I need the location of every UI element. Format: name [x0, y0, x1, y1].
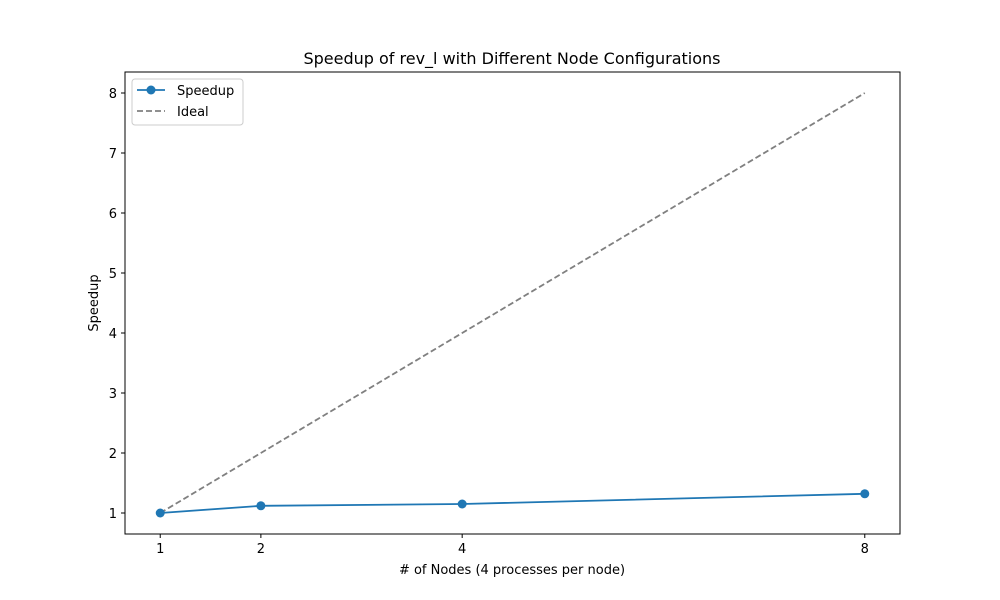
x-tick-label: 4	[458, 542, 466, 557]
plot-lines	[155, 92, 870, 518]
y-tick-label: 3	[109, 387, 117, 402]
series-line-speedup	[160, 492, 865, 514]
y-axis-label: Speedup	[87, 274, 102, 331]
x-axis-label: # of Nodes (4 processes per node)	[399, 563, 625, 578]
chart-title: Speedup of rev_l with Different Node Con…	[303, 49, 720, 69]
x-tick-label: 1	[156, 542, 164, 557]
data-point-speedup	[457, 499, 467, 509]
y-tick-label: 8	[109, 87, 117, 102]
x-tick-label: 8	[861, 542, 869, 557]
plot-frame	[124, 71, 901, 535]
y-tick-label: 5	[109, 267, 117, 282]
legend: Speedup Ideal	[131, 78, 244, 126]
legend-speedup-marker-icon	[146, 85, 156, 95]
legend-ideal-label: Ideal	[177, 105, 209, 120]
x-axis-ticks: 1 2 4 8	[156, 534, 869, 557]
y-tick-label: 6	[109, 207, 117, 222]
y-tick-label: 7	[109, 147, 117, 162]
y-tick-label: 4	[109, 327, 117, 342]
y-tick-label: 2	[109, 447, 117, 462]
y-axis-ticks: 1 2 3 4 5 6 7 8	[109, 87, 125, 522]
series-line-ideal	[159, 92, 866, 514]
x-tick-label: 2	[257, 542, 265, 557]
data-point-speedup	[256, 501, 266, 511]
y-tick-label: 1	[109, 507, 117, 522]
data-point-speedup	[155, 508, 165, 518]
data-point-speedup	[860, 489, 870, 499]
legend-speedup-label: Speedup	[177, 84, 234, 99]
